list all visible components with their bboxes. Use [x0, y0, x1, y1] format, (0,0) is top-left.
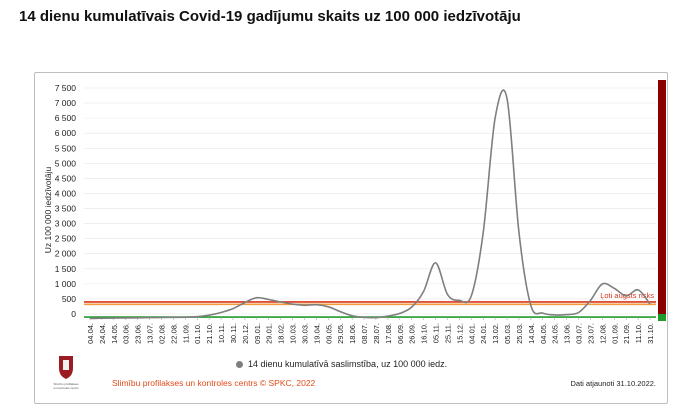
x-tick-label: 22.08.: [169, 323, 178, 344]
x-tick-label: 10.11.: [217, 323, 226, 343]
y-tick-label: 3 500: [55, 204, 77, 214]
y-axis-label: Uz 100 000 iedzīvotāju: [43, 166, 53, 253]
y-tick-label: 2 500: [55, 234, 77, 244]
x-tick-label: 23.06.: [134, 323, 143, 344]
y-tick-label: 6 500: [55, 113, 77, 123]
x-tick-label: 28.07.: [372, 323, 381, 344]
x-tick-label: 25.11.: [443, 323, 452, 343]
y-axis-ticks: 7 500 7 000 6 500 6 000 5 500 5 000 4 500 4 000…: [55, 83, 77, 319]
x-tick-label: 13.06.: [563, 323, 572, 344]
x-tick-label: 31.10.: [646, 323, 655, 344]
x-tick-label: 13.07.: [146, 323, 155, 344]
x-tick-label: 20.12.: [241, 323, 250, 344]
legend-label: 14 dienu kumulatīvā saslimstība, uz 100 …: [248, 359, 448, 369]
x-tick-label: 11.10.: [634, 323, 643, 343]
y-tick-label: 1 000: [55, 279, 77, 289]
x-tick-label: 30.03.: [300, 323, 309, 344]
x-tick-label: 13.02.: [491, 323, 500, 344]
x-tick-label: 03.06.: [122, 323, 131, 344]
x-tick-label: 30.11.: [229, 323, 238, 343]
x-tick-label: 25.03.: [515, 323, 524, 344]
x-tick-label: 04.01.: [467, 323, 476, 344]
threshold-lines: Ļoti augsts risks: [84, 291, 656, 318]
y-tick-label: 500: [62, 294, 76, 304]
y-tick-label: 1 500: [55, 264, 77, 274]
y-tick-label: 7 500: [55, 83, 77, 93]
x-tick-label: 04.05.: [539, 323, 548, 344]
x-axis-ticks: 04.04. 24.04. 14.05. 03.06. 23.06. 13.07. 02.0…: [86, 317, 655, 344]
x-tick-label: 18.02.: [277, 323, 286, 344]
x-tick-label: 23.07.: [586, 323, 595, 344]
chart-frame: [34, 72, 668, 404]
x-tick-label: 06.09.: [396, 323, 405, 344]
x-tick-label: 05.03.: [503, 323, 512, 344]
y-tick-label: 4 500: [55, 173, 77, 183]
x-tick-label: 26.09.: [408, 323, 417, 344]
x-tick-label: 19.04.: [312, 323, 321, 344]
high-risk-band: [658, 80, 666, 314]
x-tick-label: 03.07.: [575, 323, 584, 344]
logo-text-line-2: un kontroles centrs: [53, 386, 79, 390]
x-tick-label: 24.01.: [479, 323, 488, 344]
x-tick-label: 17.08.: [384, 323, 393, 344]
chart-legend[interactable]: 14 dienu kumulatīvā saslimstība, uz 100 …: [236, 359, 447, 369]
x-tick-label: 10.03.: [289, 323, 298, 344]
x-tick-label: 16.10.: [420, 323, 429, 344]
legend-marker: [236, 361, 243, 369]
logo-text-line-1: Slimību profilakses: [53, 382, 79, 386]
x-tick-label: 29.05.: [336, 323, 345, 344]
y-tick-label: 3 000: [55, 219, 77, 229]
y-tick-label: 5 000: [55, 158, 77, 168]
y-tick-label: 5 500: [55, 143, 77, 153]
x-tick-label: 18.06.: [348, 323, 357, 344]
footer-source: Slimību profilakses un kontroles centrs …: [112, 378, 316, 388]
x-tick-label: 15.12.: [455, 323, 464, 344]
y-tick-label: 4 000: [55, 188, 77, 198]
x-tick-label: 11.09.: [181, 323, 190, 343]
page-title: 14 dienu kumulatīvais Covid-19 gadījumu …: [19, 8, 521, 25]
x-tick-label: 09.01.: [253, 323, 262, 344]
x-tick-label: 24.05.: [551, 323, 560, 344]
series-line: [89, 89, 651, 320]
x-tick-label: 21.10.: [205, 323, 214, 344]
x-tick-label: 02.08.: [157, 323, 166, 344]
x-tick-label: 04.04.: [86, 323, 95, 344]
x-tick-label: 08.07.: [360, 323, 369, 344]
x-tick-label: 14.05.: [110, 323, 119, 344]
x-tick-label: 05.11.: [432, 323, 441, 343]
low-risk-band: [658, 314, 666, 321]
x-tick-label: 14.04.: [527, 323, 536, 344]
x-tick-label: 29.01.: [265, 323, 274, 344]
x-tick-label: 12.08.: [598, 323, 607, 344]
y-tick-label: 6 000: [55, 128, 77, 138]
x-tick-label: 01.10.: [193, 323, 202, 344]
grid-lines: [84, 87, 656, 315]
spkc-logo: Slimību profilakses un kontroles centrs: [53, 356, 79, 390]
y-tick-label: 0: [71, 309, 76, 319]
x-tick-label: 09.05.: [324, 323, 333, 344]
x-tick-label: 21.09.: [622, 323, 631, 344]
x-tick-label: 24.04.: [98, 323, 107, 344]
y-tick-label: 7 000: [55, 98, 77, 108]
footer-updated: Dati atjaunoti 31.10.2022.: [570, 379, 656, 388]
x-tick-label: 01.09.: [610, 323, 619, 344]
series: [89, 89, 651, 320]
y-tick-label: 2 000: [55, 249, 77, 259]
